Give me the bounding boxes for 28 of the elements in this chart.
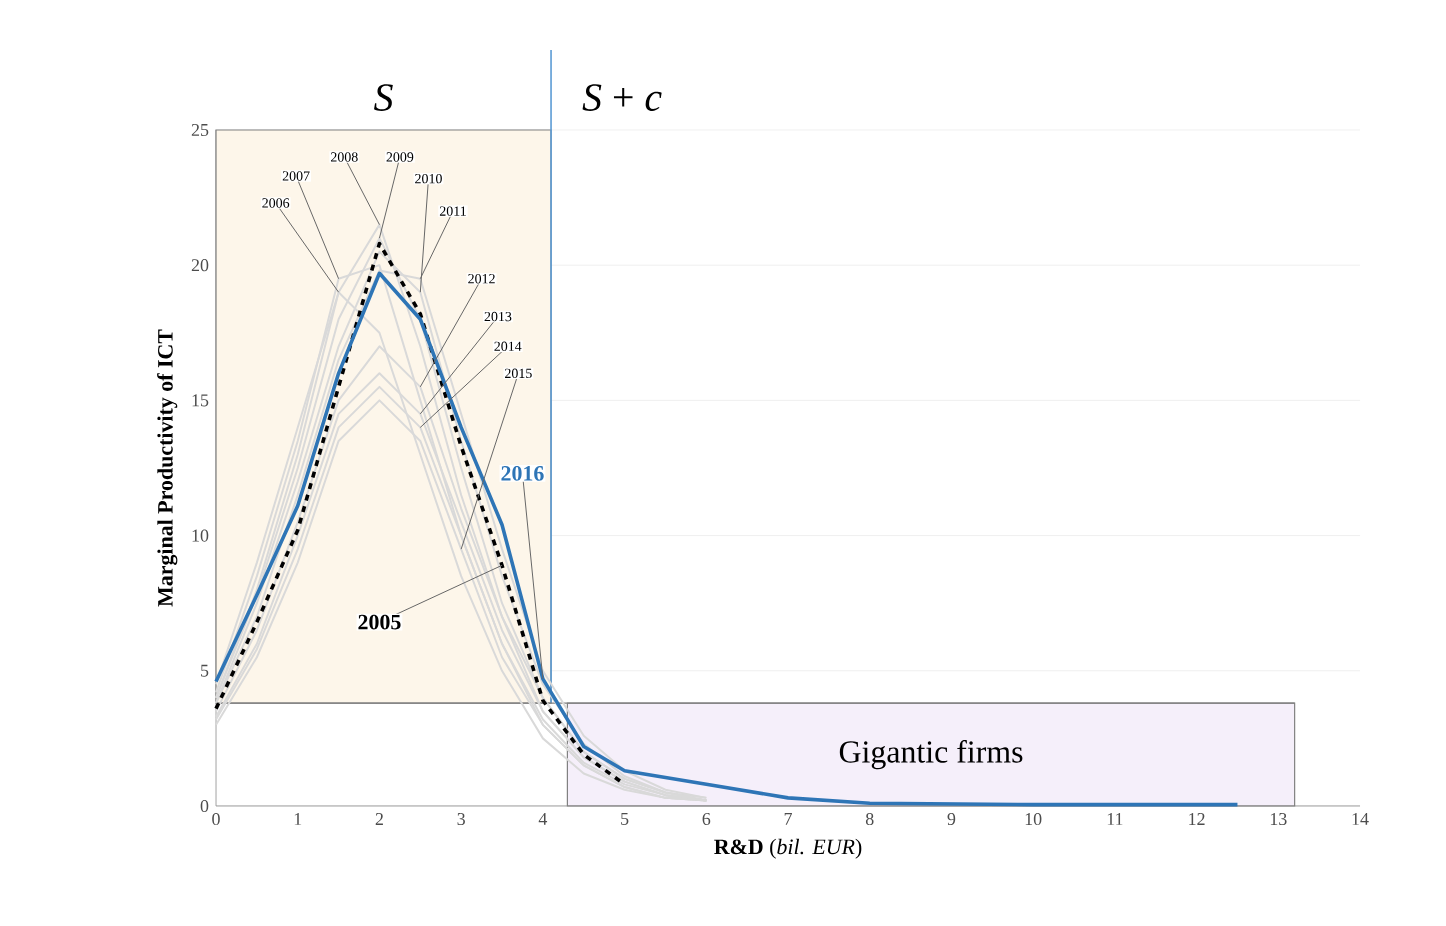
x-tick-label: 2 xyxy=(375,813,383,825)
y-tick-label: 15 xyxy=(192,394,209,407)
x-tick-label: 13 xyxy=(1270,813,1287,826)
x-tick-label: 1 xyxy=(294,813,302,825)
band-label: Gigantic firms xyxy=(839,739,1023,770)
y-tick-label: 0 xyxy=(200,799,209,813)
text: S + c xyxy=(582,84,662,111)
x-tick-label: 0 xyxy=(212,813,220,826)
series-label: 2016 xyxy=(501,466,544,481)
x-tick-label: 10 xyxy=(1025,813,1042,826)
x-tick-label: 11 xyxy=(1107,813,1123,825)
band-label: S xyxy=(374,84,393,111)
y-axis-title: Marginal Productivity of ICT xyxy=(157,329,178,607)
y-tick-label: 5 xyxy=(201,664,209,677)
x-tick-label: 12 xyxy=(1189,813,1205,825)
y-tick-label: 20 xyxy=(191,259,209,272)
x-tick-label: 8 xyxy=(865,813,874,826)
x-tick-label: 7 xyxy=(784,813,792,825)
x-tick-label: 6 xyxy=(702,813,711,826)
x-tick-label: 5 xyxy=(621,813,629,825)
y-tick-label: 25 xyxy=(191,123,209,137)
x-tick-label: 9 xyxy=(947,813,956,826)
x-tick-label: 14 xyxy=(1352,813,1369,825)
y-tick-label: 10 xyxy=(192,529,209,542)
x-axis-title: R&D (bil. EUR) xyxy=(714,838,862,859)
x-tick-label: 3 xyxy=(457,813,465,826)
text: 2005 xyxy=(358,614,401,630)
x-tick-label: 4 xyxy=(538,813,548,825)
